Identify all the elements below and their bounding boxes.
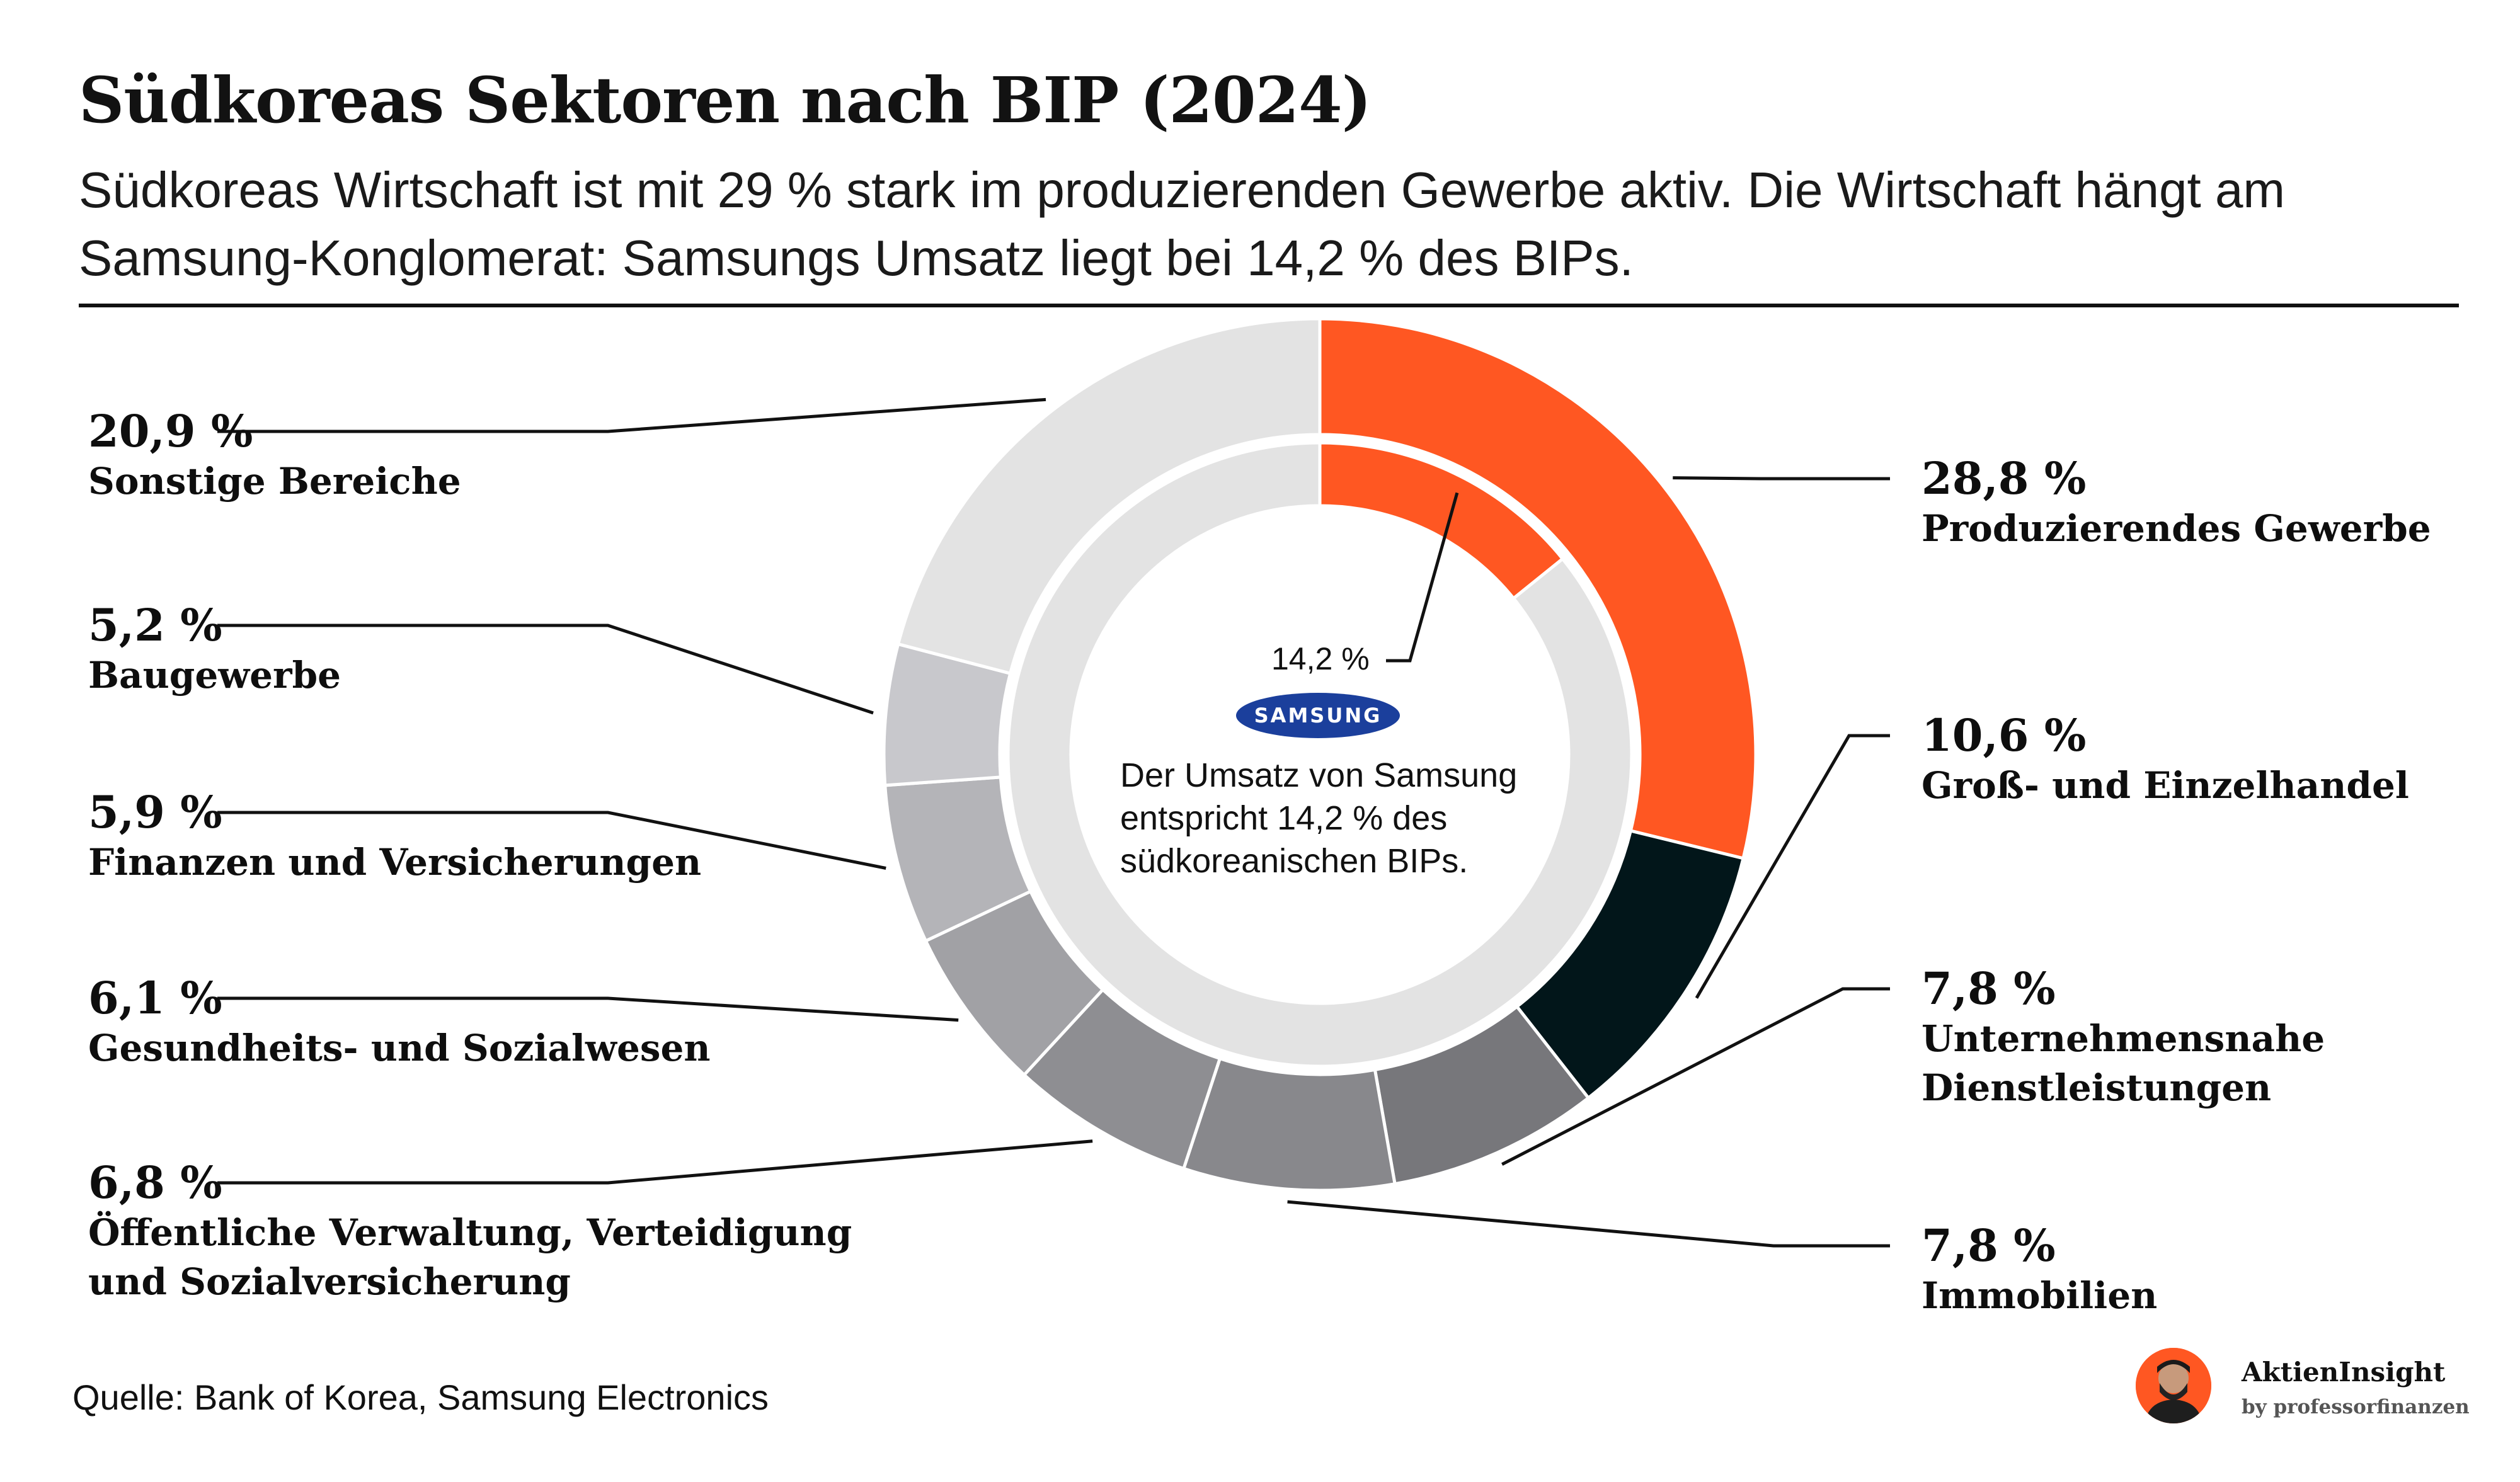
slice-value-label: 20,9 %: [88, 405, 253, 457]
leader-line-1: [1695, 734, 1890, 999]
outer-slice-8: [896, 317, 1322, 676]
slice-value-label: 7,8 %: [1922, 962, 2056, 1015]
outer-slice-3: [1181, 1056, 1397, 1192]
slice-label-1: 10,6 % Groß- und Einzelhandel: [1922, 710, 2409, 810]
header-divider: [79, 304, 2459, 307]
samsung-leader-line: [1386, 492, 1459, 663]
leader-line-8: [217, 397, 1046, 433]
slice-label-8: 20,9 % Sonstige Bereiche: [88, 406, 461, 506]
slice-value-label: 5,9 %: [88, 786, 222, 838]
leader-line-0: [1673, 476, 1890, 481]
avatar-portrait-icon: [2136, 1348, 2211, 1423]
leader-line-5: [217, 996, 959, 1022]
slice-label-6: 5,9 % Finanzen und Versicherungen: [88, 787, 701, 887]
slice-category-label: Öffentliche Verwaltung, Verteidigung und…: [88, 1211, 852, 1303]
slice-label-0: 28,8 % Produzierendes Gewerbe: [1922, 453, 2431, 553]
slice-category-label: Finanzen und Versicherungen: [88, 841, 702, 884]
brand-byline: by professorfinanzen: [2242, 1396, 2470, 1418]
slice-label-2: 7,8 % Unternehmensnahe Dienstleistungen: [1922, 964, 2325, 1112]
samsung-share-label: 14,2 %: [1271, 641, 1370, 676]
slice-category-label: Unternehmensnahe Dienstleistungen: [1922, 1017, 2325, 1109]
leader-line-3: [1287, 1200, 1890, 1248]
center-annotation: Der Umsatz von Samsung entspricht 14,2 %…: [1120, 756, 1518, 880]
slice-value-label: 7,8 %: [1922, 1219, 2056, 1272]
slice-value-label: 10,6 %: [1922, 709, 2087, 761]
samsung-logo: SAMSUNG: [1236, 693, 1400, 738]
slice-label-5: 6,1 % Gesundheits- und Sozialwesen: [88, 973, 711, 1073]
slice-value-label: 6,1 %: [88, 972, 222, 1024]
leader-line-6: [217, 811, 886, 870]
leader-line-7: [217, 624, 874, 715]
leader-line-2: [1501, 987, 1890, 1166]
chart-subtitle: Südkoreas Wirtschaft ist mit 29 % stark …: [79, 162, 2286, 286]
slice-category-label: Groß- und Einzelhandel: [1922, 764, 2409, 807]
slice-category-label: Sonstige Bereiche: [88, 460, 461, 503]
slice-value-label: 5,2 %: [88, 599, 222, 651]
slice-value-label: 6,8 %: [88, 1156, 222, 1209]
brand-avatar: [2136, 1348, 2211, 1423]
leader-line-4: [217, 1139, 1093, 1185]
slice-label-7: 5,2 % Baugewerbe: [88, 600, 341, 700]
slice-value-label: 28,8 %: [1922, 452, 2087, 504]
chart-title: Südkoreas Sektoren nach BIP (2024): [79, 63, 1372, 137]
slice-category-label: Baugewerbe: [88, 654, 341, 697]
source-note: Quelle: Bank of Korea, Samsung Electroni…: [72, 1377, 769, 1417]
slice-category-label: Immobilien: [1922, 1274, 2158, 1317]
inner-slice-1: [1006, 441, 1634, 1068]
samsung-logo-text: SAMSUNG: [1254, 704, 1382, 727]
slice-category-label: Gesundheits- und Sozialwesen: [88, 1027, 711, 1069]
brand-name: AktienInsight: [2242, 1357, 2446, 1388]
slice-label-3: 7,8 % Immobilien: [1922, 1221, 2157, 1320]
outer-slice-0: [1318, 317, 1758, 860]
slice-label-4: 6,8 % Öffentliche Verwaltung, Verteidigun…: [88, 1158, 907, 1306]
slice-category-label: Produzierendes Gewerbe: [1922, 507, 2431, 550]
